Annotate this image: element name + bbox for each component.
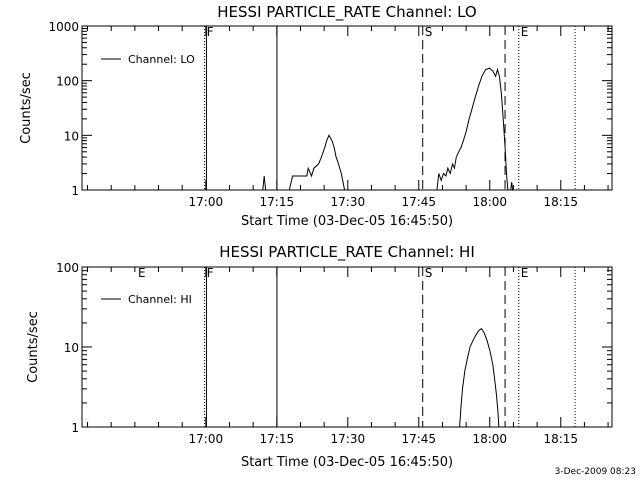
x-axis-label: Start Time (03-Dec-05 16:45:50): [241, 455, 453, 470]
event-marker-label: F: [207, 25, 214, 39]
event-marker-label: E: [521, 25, 529, 39]
x-tick-label: 17:00: [189, 195, 224, 209]
series-line: [459, 327, 500, 428]
y-axis-label: Counts/sec: [19, 72, 34, 144]
x-tick-label: 17:15: [260, 195, 295, 209]
x-tick-label: 18:00: [472, 432, 507, 446]
y-tick-label: 10: [64, 341, 79, 355]
event-marker-label: E: [521, 266, 529, 280]
plot-frame: [81, 25, 613, 191]
x-tick-label: 17:45: [401, 432, 436, 446]
y-tick-label: 1000: [48, 20, 79, 34]
event-marker-label: F: [207, 266, 214, 280]
x-tick-label: 17:45: [401, 195, 436, 209]
plot-frame: [81, 266, 613, 428]
x-tick-label: 17:30: [331, 432, 366, 446]
y-tick-label: 100: [56, 261, 79, 275]
series-line: [262, 175, 267, 191]
event-marker-label: S: [425, 25, 433, 39]
panel-lo: HESSI PARTICLE_RATE Channel: LO Start Tim…: [19, 3, 613, 229]
x-tick-label: 17:00: [189, 432, 224, 446]
y-tick-label: 100: [56, 75, 79, 89]
x-tick-label: 18:15: [543, 432, 578, 446]
y-tick-label: 10: [64, 129, 79, 143]
y-tick-label: 1: [71, 184, 79, 198]
x-tick-label: 18:15: [543, 195, 578, 209]
x-axis-label: Start Time (03-Dec-05 16:45:50): [241, 214, 453, 229]
chart-title: HESSI PARTICLE_RATE Channel: HI: [219, 243, 475, 262]
footer-timestamp: 3-Dec-2009 08:23: [555, 467, 636, 477]
x-tick-label: 17:30: [331, 195, 366, 209]
x-tick-label: 17:15: [260, 432, 295, 446]
series-line: [436, 67, 509, 191]
event-marker-label: S: [425, 266, 433, 280]
chart-title: HESSI PARTICLE_RATE Channel: LO: [217, 3, 476, 22]
legend-label: Channel: LO: [128, 53, 195, 66]
y-axis-label: Counts/sec: [26, 311, 41, 383]
legend-label: Channel: HI: [128, 293, 192, 306]
event-marker-label: E: [138, 266, 146, 280]
panel-hi: HESSI PARTICLE_RATE Channel: HI Start Tim…: [26, 243, 613, 470]
y-tick-label: 1: [71, 421, 79, 435]
series-line: [510, 181, 514, 191]
series-line: [288, 134, 346, 191]
x-tick-label: 18:00: [472, 195, 507, 209]
